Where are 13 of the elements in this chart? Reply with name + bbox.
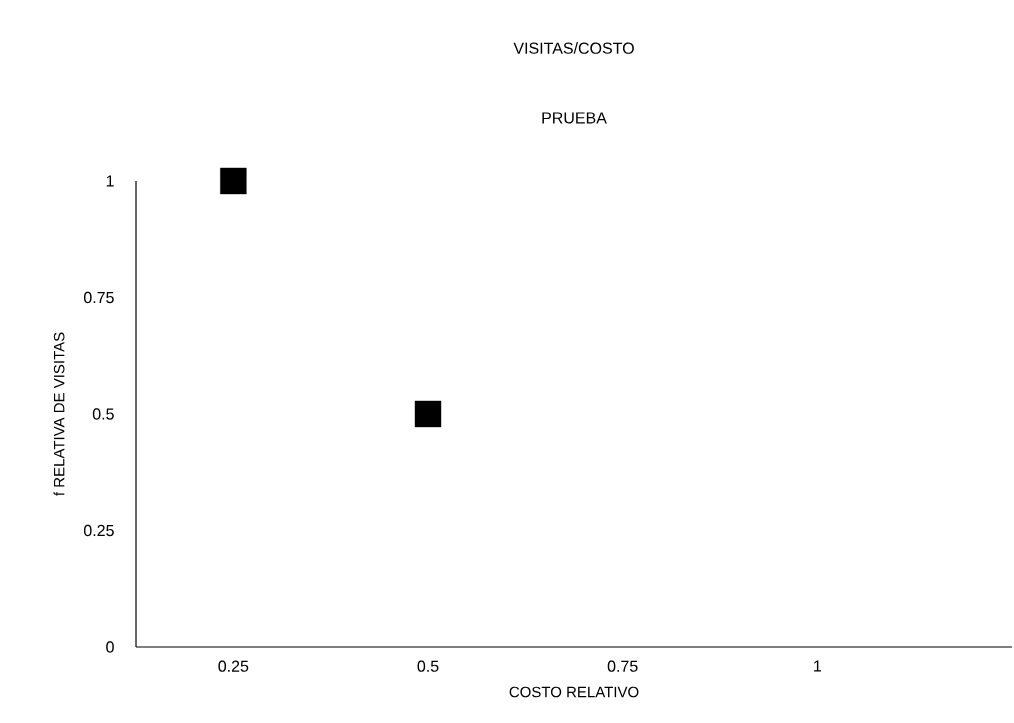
y-tick-label: 0.25 (83, 524, 114, 537)
y-axis-title: f RELATIVA DE VISITAS (53, 332, 65, 496)
y-tick-label: 0.5 (92, 408, 114, 420)
x-axis-title: COSTO RELATIVO (509, 686, 639, 698)
chart-title: VISITAS/COSTO (513, 42, 634, 54)
x-tick-label: 0.75 (607, 660, 638, 672)
x-tick-label: 1 (814, 660, 822, 672)
y-tick-label: 0 (106, 641, 114, 653)
y-tick-label: 1 (106, 175, 114, 187)
x-tick-label: 0.25 (218, 660, 249, 672)
x-tick-label: 0.5 (417, 660, 439, 672)
chart-subtitle: PRUEBA (542, 112, 607, 124)
y-tick-label: 0.75 (83, 291, 114, 304)
